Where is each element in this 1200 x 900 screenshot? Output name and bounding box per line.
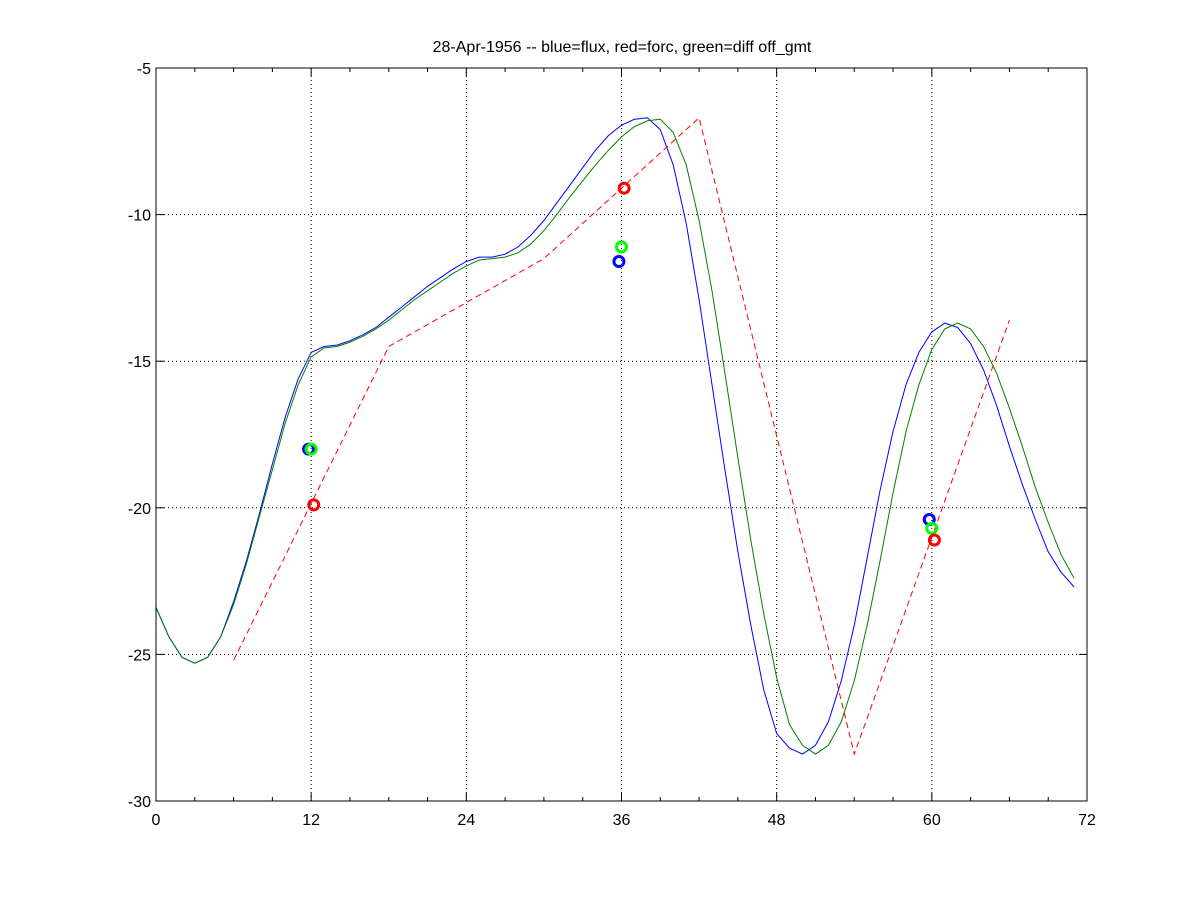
y-tick-label: -5 — [137, 61, 151, 78]
x-tick-label: 36 — [613, 812, 631, 829]
marker-point — [927, 533, 941, 547]
marker-point — [615, 240, 628, 254]
markers — [302, 181, 941, 547]
series-line-2 — [233, 116, 1010, 756]
series-line-0 — [155, 117, 1075, 755]
grid-lines — [156, 68, 1087, 801]
marker-point — [612, 255, 626, 269]
chart-title: 28-Apr-1956 -- blue=flux, red=forc, gree… — [433, 39, 812, 56]
series-lines — [155, 116, 1075, 756]
y-tick-label: -25 — [128, 647, 151, 664]
marker-point — [617, 181, 631, 195]
plot-frame — [155, 67, 1088, 802]
x-tick-label: 72 — [1078, 812, 1096, 829]
x-tick-label: 12 — [302, 812, 320, 829]
x-tick-label: 60 — [923, 812, 941, 829]
y-tick-label: -10 — [128, 208, 151, 225]
marker-point — [304, 442, 318, 456]
y-tick-label: -20 — [128, 501, 151, 518]
axes: 0 12 24 36 48 60 72 -5 -10 -15 -20 -25 -30 — [128, 61, 1096, 829]
marker-point — [307, 498, 321, 512]
x-tick-label: 24 — [457, 812, 475, 829]
x-tick-label: 0 — [152, 812, 161, 829]
series-line-1 — [155, 118, 1075, 755]
marker-point — [925, 521, 939, 535]
x-tick-label: 48 — [768, 812, 786, 829]
y-tick-label: -30 — [128, 794, 151, 811]
y-tick-label: -15 — [128, 354, 151, 371]
